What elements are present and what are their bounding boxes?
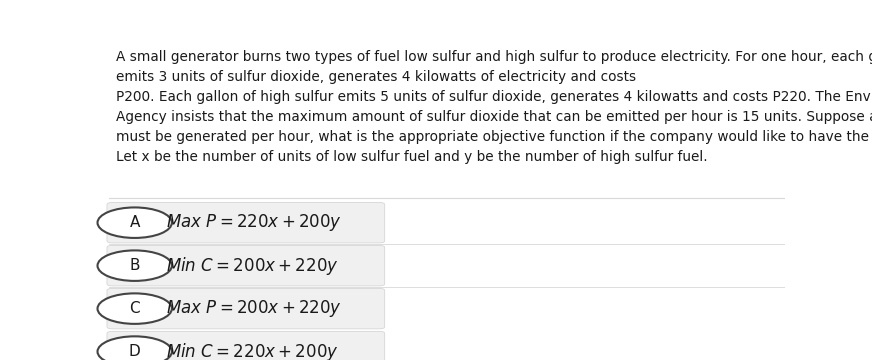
Text: A: A bbox=[130, 215, 140, 230]
Text: Agency insists that the maximum amount of sulfur dioxide that can be emitted per: Agency insists that the maximum amount o… bbox=[116, 110, 872, 124]
Text: D: D bbox=[129, 344, 140, 359]
FancyBboxPatch shape bbox=[107, 288, 385, 329]
Ellipse shape bbox=[98, 251, 172, 281]
Text: C: C bbox=[129, 301, 140, 316]
Ellipse shape bbox=[98, 336, 172, 360]
FancyBboxPatch shape bbox=[107, 331, 385, 360]
Text: A small generator burns two types of fuel low sulfur and high sulfur to produce : A small generator burns two types of fue… bbox=[116, 50, 872, 64]
Text: P200. Each gallon of high sulfur emits 5 units of sulfur dioxide, generates 4 ki: P200. Each gallon of high sulfur emits 5… bbox=[116, 90, 872, 104]
Text: $\mathit{Min\ C} = 220x + 200y$: $\mathit{Min\ C} = 220x + 200y$ bbox=[167, 341, 339, 360]
Text: B: B bbox=[129, 258, 140, 273]
FancyBboxPatch shape bbox=[107, 246, 385, 286]
Text: $\mathit{Max\ P} = 220x + 200y$: $\mathit{Max\ P} = 220x + 200y$ bbox=[167, 212, 343, 233]
FancyBboxPatch shape bbox=[107, 202, 385, 243]
Text: emits 3 units of sulfur dioxide, generates 4 kilowatts of electricity and costs: emits 3 units of sulfur dioxide, generat… bbox=[116, 70, 636, 84]
Text: Let x be the number of units of low sulfur fuel and y be the number of high sulf: Let x be the number of units of low sulf… bbox=[116, 150, 707, 164]
Text: $\mathit{Max\ P} = 200x + 220y$: $\mathit{Max\ P} = 200x + 220y$ bbox=[167, 298, 343, 319]
Ellipse shape bbox=[98, 207, 172, 238]
Text: must be generated per hour, what is the appropriate objective function if the co: must be generated per hour, what is the … bbox=[116, 130, 872, 144]
Text: $\mathit{Min\ C} = 200x + 220y$: $\mathit{Min\ C} = 200x + 220y$ bbox=[167, 255, 339, 276]
Ellipse shape bbox=[98, 293, 172, 324]
